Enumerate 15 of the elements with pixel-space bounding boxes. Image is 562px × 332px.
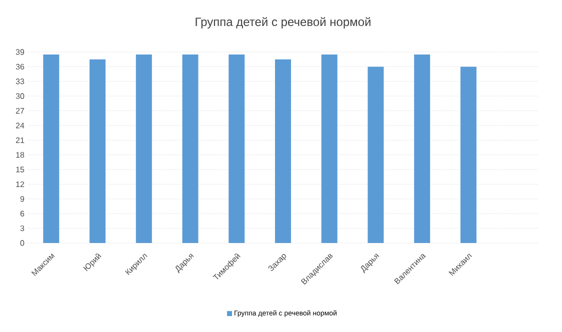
y-tick-label: 9	[20, 196, 24, 202]
y-tick-label: 21	[16, 137, 24, 143]
y-tick-label: 30	[16, 93, 24, 99]
y-tick-label: 27	[16, 108, 24, 114]
chart-title: Группа детей с речевой нормой	[196, 17, 370, 28]
y-tick-label: 12	[16, 181, 24, 188]
y-tick-label: 24	[16, 122, 24, 128]
y-tick-label: 36	[16, 64, 24, 70]
y-tick-label: 39	[16, 49, 24, 55]
y-tick-label: 6	[20, 210, 24, 216]
y-tick-label: 18	[16, 152, 24, 158]
y-tick-label: 3	[20, 225, 24, 232]
y-tick-label: 15	[16, 166, 24, 172]
y-tick-label: 0	[20, 240, 24, 246]
y-tick-label: 33	[16, 78, 24, 84]
